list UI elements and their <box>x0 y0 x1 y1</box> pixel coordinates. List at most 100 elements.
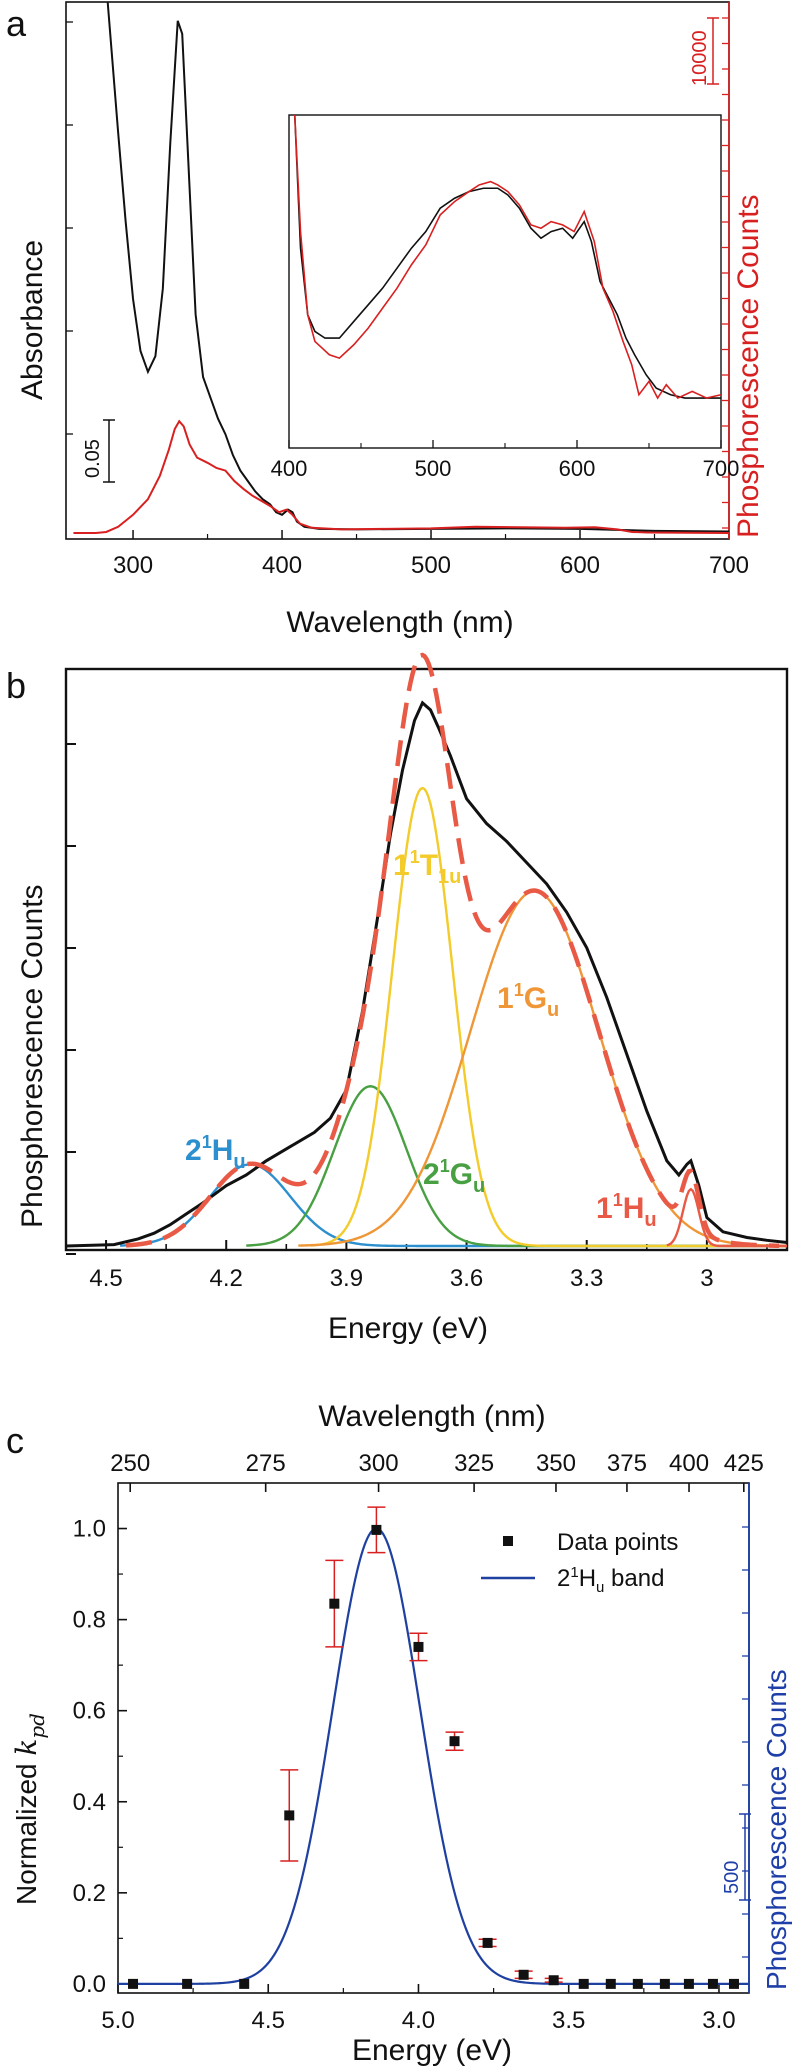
b-x-tick-label: 3 <box>700 1265 713 1292</box>
b-x-tick-label: 3.6 <box>450 1265 483 1292</box>
c-x-tick-label: 4.0 <box>402 2007 435 2034</box>
c-x-tick-label: 4.5 <box>252 2007 285 2034</box>
c-top-tick-label: 425 <box>724 1450 764 1477</box>
band-curve <box>118 1527 749 1985</box>
c-y-tick-label: 0.2 <box>73 1880 106 1907</box>
panel-a-x-ticks: 300 400 500 600 700 <box>113 530 749 579</box>
legend-square-marker <box>503 1536 513 1546</box>
data-point <box>239 1978 250 1989</box>
panel-c-y-axis-label: Normalized kpd <box>10 1713 49 1905</box>
data-point <box>518 1969 529 1980</box>
inset-x-tick-label: 400 <box>271 456 308 481</box>
c-top-tick-label: 375 <box>607 1450 647 1477</box>
data-point <box>578 1978 589 1989</box>
panel-c-y-ticks: 0.0 0.2 0.4 0.6 0.8 1.0 <box>73 1516 127 1998</box>
legend-data-points-label: Data points <box>557 1529 678 1556</box>
label-1-1Hu: 11Hu <box>596 1190 657 1231</box>
measured-spectrum-line <box>65 700 788 1248</box>
b-x-tick-label: 4.5 <box>89 1265 122 1292</box>
absorbance-scale-bar: 0.05 <box>82 419 115 483</box>
label-2-1Hu: 21Hu <box>185 1132 246 1173</box>
panel-a: a 300 400 500 600 700 400 500 600 700 0.05 1000… <box>6 1 765 639</box>
component-curve <box>298 889 788 1248</box>
c-top-tick-label: 300 <box>359 1450 399 1477</box>
c-y-tick-label: 1.0 <box>73 1516 106 1543</box>
counts-scale-label: 10000 <box>689 30 711 86</box>
panel-c-frame <box>117 1482 750 1994</box>
panel-b-y-axis-label: Phosphorescence Counts <box>16 884 49 1228</box>
data-point <box>182 1978 193 1989</box>
panel-c-x-axis-label: Energy (eV) <box>352 2034 512 2067</box>
label-1-1T1u: 11T1u <box>393 847 461 888</box>
inset-frame <box>288 114 722 449</box>
data-point <box>329 1598 340 1609</box>
counts-scale-bar-c: 500 <box>721 1813 751 1901</box>
panel-a-phosphorescence-line <box>73 419 730 534</box>
c-top-tick-label: 325 <box>454 1450 494 1477</box>
panel-b-frame <box>64 667 789 1252</box>
counts-scale-label-c: 500 <box>721 1861 743 1894</box>
c-top-tick-label: 275 <box>246 1450 286 1477</box>
panel-c-right-ticks <box>742 1483 750 1993</box>
c-y-tick-label: 0.0 <box>73 1971 106 1998</box>
data-point <box>449 1736 460 1747</box>
component-curve <box>666 1187 787 1248</box>
data-point <box>482 1937 493 1948</box>
c-top-tick-label: 250 <box>110 1450 150 1477</box>
legend-band-label: 21Hu band <box>557 1564 664 1596</box>
c-y-tick-label: 0.8 <box>73 1607 106 1634</box>
inset-x-tick-label: 700 <box>703 456 740 481</box>
a-x-tick-label: 500 <box>411 552 451 579</box>
panel-b-y-ticks <box>66 743 76 1255</box>
panel-c-top-ticks: 250 275 300 325 350 375 400 425 <box>110 1450 764 1492</box>
b-x-tick-label: 3.3 <box>570 1265 603 1292</box>
c-top-tick-label: 350 <box>536 1450 576 1477</box>
counts-scale-bar: 10000 <box>689 17 719 86</box>
inset-absorbance-line <box>293 114 721 399</box>
panel-b: b 4.5 4.2 3.9 3.6 3.3 3 21Hu 21Gu 11T1u 11Gu … <box>6 652 789 1345</box>
panel-label-b: b <box>6 665 26 706</box>
panel-c-x-ticks: 5.0 4.5 4.0 3.5 3.0 <box>101 1984 736 2034</box>
phosphorescence-axis-label-a: Phosphorescence Counts <box>732 194 765 538</box>
data-point <box>683 1978 694 1989</box>
data-point <box>707 1978 718 1989</box>
label-2-1Gu: 21Gu <box>423 1156 485 1197</box>
a-x-tick-label: 700 <box>709 552 749 579</box>
data-point <box>632 1978 643 1989</box>
c-x-tick-label: 3.5 <box>552 2007 585 2034</box>
panel-b-x-ticks: 4.5 4.2 3.9 3.6 3.3 3 <box>89 1240 768 1292</box>
panel-label-c: c <box>6 1420 24 1461</box>
panel-c: c Wavelength (nm) 5.0 4.5 4.0 3.5 3.0 250 275… <box>6 1400 792 2067</box>
panel-b-x-axis-label: Energy (eV) <box>328 1312 488 1345</box>
panel-a-x-axis-label: Wavelength (nm) <box>286 606 513 639</box>
absorbance-scale-label: 0.05 <box>82 439 104 478</box>
a-x-tick-label: 300 <box>113 552 153 579</box>
a-x-tick-label: 600 <box>560 552 600 579</box>
data-point <box>548 1975 559 1986</box>
inset-x-tick-label: 600 <box>559 456 596 481</box>
c-x-tick-label: 5.0 <box>101 2007 134 2034</box>
inset-phosphorescence-line <box>293 114 722 400</box>
label-1-1Gu: 11Gu <box>497 980 559 1021</box>
c-top-tick-label: 400 <box>669 1450 709 1477</box>
panel-a-left-ticks <box>66 21 73 435</box>
panel-a-right-ticks <box>722 2 730 539</box>
panel-a-inset: 400 500 600 700 <box>271 114 740 481</box>
c-y-tick-label: 0.4 <box>73 1789 106 1816</box>
fit-dashed-line <box>125 652 780 1248</box>
component-curve <box>310 786 787 1248</box>
data-point <box>128 1978 139 1989</box>
c-x-tick-label: 3.0 <box>702 2007 735 2034</box>
data-point <box>659 1978 670 1989</box>
b-x-tick-label: 3.9 <box>330 1265 363 1292</box>
phosphorescence-axis-label-c: Phosphorescence Counts <box>761 1669 792 1990</box>
data-point <box>371 1524 382 1535</box>
b-x-tick-label: 4.2 <box>210 1265 243 1292</box>
a-x-tick-label: 400 <box>262 552 302 579</box>
data-point <box>413 1641 424 1652</box>
inset-x-tick-label: 500 <box>415 456 452 481</box>
data-point <box>284 1810 295 1821</box>
data-point <box>728 1978 739 1989</box>
panel-label-a: a <box>6 3 27 44</box>
